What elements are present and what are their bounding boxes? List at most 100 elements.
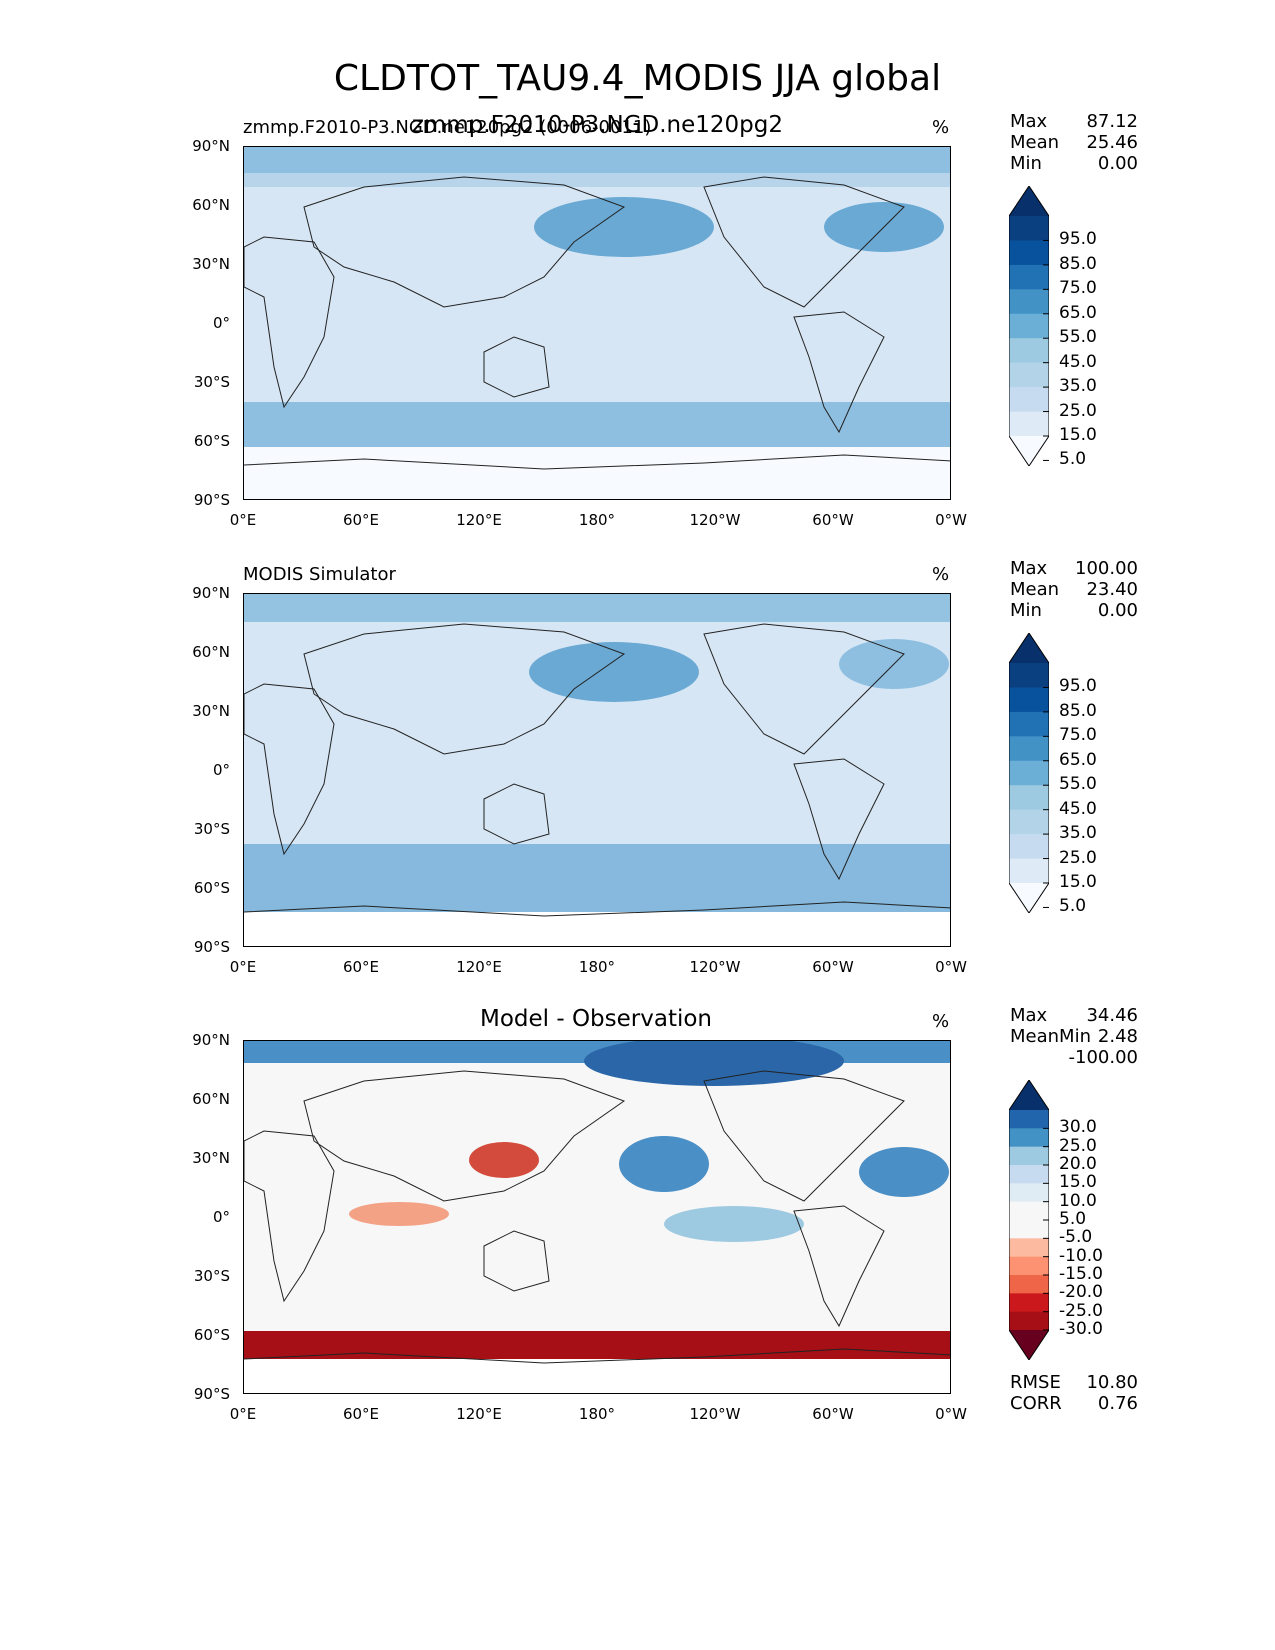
colorbar-segment xyxy=(1009,760,1049,786)
panel3-xtick-4: 180° xyxy=(578,1405,616,1423)
colorbar-segment xyxy=(1009,687,1049,713)
colorbar-extend-bottom xyxy=(1009,436,1049,466)
panel3-stats: Max 34.46 Mean 2.48 Min -100.00 xyxy=(1010,1005,1138,1068)
panel1-ytick-4: 0° xyxy=(212,314,230,332)
colorbar-segment xyxy=(1009,240,1049,266)
colorbar-segment xyxy=(1009,362,1049,388)
panel3-map-field xyxy=(244,1041,950,1393)
colorbar-segment xyxy=(1009,387,1049,413)
panel3-ytick-4: 0° xyxy=(212,1208,230,1226)
colorbar-tick-label: 35.0 xyxy=(1059,823,1097,844)
colorbar-segment xyxy=(1009,663,1049,688)
colorbar-tick-label: 75.0 xyxy=(1059,278,1097,299)
colorbar-segment xyxy=(1009,1238,1049,1258)
colorbar-segment xyxy=(1009,313,1049,339)
colorbar-segment xyxy=(1009,1183,1049,1203)
panel3-units: % xyxy=(932,1011,950,1032)
panel2-units: % xyxy=(932,564,950,585)
colorbar-tick-label: 25.0 xyxy=(1059,1135,1097,1156)
colorbar-segment xyxy=(1009,411,1049,437)
panel3-ytick-2: 60°N xyxy=(192,1090,230,1108)
colorbar-segment xyxy=(1009,711,1049,737)
panel1-ytick-5: 30°S xyxy=(193,373,230,391)
panel3-xtick-6: 60°W xyxy=(812,1405,854,1423)
colorbar-tick-label: 5.0 xyxy=(1059,896,1087,917)
panel2-ytick-7: 90°S xyxy=(193,938,230,956)
colorbar-tick-label: 35.0 xyxy=(1059,376,1097,397)
colorbar-tick-label: 30.0 xyxy=(1059,1117,1097,1138)
panel3-extra-stats: RMSE 10.80 CORR 0.76 xyxy=(1010,1372,1138,1414)
colorbar-tick-label: 45.0 xyxy=(1059,798,1097,819)
panel2-xtick-7: 0°W xyxy=(935,958,967,976)
colorbar-tick-label: -25.0 xyxy=(1059,1300,1103,1321)
colorbar-tick-label: 95.0 xyxy=(1059,676,1097,697)
colorbar-segment xyxy=(1009,264,1049,290)
colorbar-segment xyxy=(1009,858,1049,884)
colorbar-segment xyxy=(1009,1293,1049,1313)
panel3-xtick-2: 60°E xyxy=(342,1405,380,1423)
panel1-units: % xyxy=(932,117,950,138)
colorbar-tick-label: -30.0 xyxy=(1059,1319,1103,1339)
colorbar-tick-label: 65.0 xyxy=(1059,749,1097,770)
colorbar-segment xyxy=(1009,1220,1049,1239)
colorbar-segment xyxy=(1009,1311,1049,1331)
colorbar-segment xyxy=(1009,809,1049,835)
panel3-xtick-7: 0°W xyxy=(935,1405,967,1423)
colorbar-tick-label: 55.0 xyxy=(1059,327,1097,348)
panel1-ytick-2: 60°N xyxy=(192,196,230,214)
panel1-xtick-1: 0°E xyxy=(229,511,257,529)
colorbar-tick-label: 15.0 xyxy=(1059,425,1097,445)
panel1-xtick-6: 60°W xyxy=(812,511,854,529)
colorbar-graphic xyxy=(1008,185,1050,467)
panel3-xtick-1: 0°E xyxy=(229,1405,257,1423)
panel2-xtick-1: 0°E xyxy=(229,958,257,976)
panel2-ytick-2: 60°N xyxy=(192,643,230,661)
panel3-ytick-7: 90°S xyxy=(193,1385,230,1403)
panel2-ytick-5: 30°S xyxy=(193,820,230,838)
colorbar-segment xyxy=(1009,785,1049,811)
panel1-ytick-1: 90°N xyxy=(192,137,230,155)
panel1-ytick-3: 30°N xyxy=(192,255,230,273)
colorbar-segment xyxy=(1009,1256,1049,1276)
panel2-xtick-4: 180° xyxy=(578,958,616,976)
colorbar-extend-bottom xyxy=(1009,1330,1049,1360)
colorbar-segment xyxy=(1009,1110,1049,1129)
panel3-colorbar: 30.0 25.0 20.0 15.0 10.0 5.0 -5.0 -10.0 -15.0 -20… xyxy=(1008,1079,1103,1361)
colorbar-tick-label: 85.0 xyxy=(1059,253,1097,274)
colorbar-segment xyxy=(1009,1275,1049,1294)
colorbar-graphic xyxy=(1008,632,1050,914)
colorbar-graphic xyxy=(1008,1079,1050,1361)
colorbar-tick-label: -15.0 xyxy=(1059,1264,1103,1284)
colorbar-tick-label: 85.0 xyxy=(1059,700,1097,721)
panel3-ytick-1: 90°N xyxy=(192,1031,230,1049)
colorbar-segment xyxy=(1009,834,1049,860)
colorbar-tick-label: 95.0 xyxy=(1059,229,1097,250)
colorbar-tick-label: 15.0 xyxy=(1059,1172,1097,1193)
panel3-map xyxy=(243,1040,951,1394)
panel1-ytick-6: 60°S xyxy=(193,432,230,450)
colorbar-segment xyxy=(1009,1146,1049,1166)
colorbar-tick-label: 75.0 xyxy=(1059,725,1097,746)
panel1-title-left: zmmp.F2010-P3.NGD.ne120pg2 (0006-0011) xyxy=(243,117,652,138)
panel1-xtick-7: 0°W xyxy=(935,511,967,529)
panel1-xtick-5: 120°W xyxy=(689,511,741,529)
panel1-map xyxy=(243,146,951,500)
colorbar-segment xyxy=(1009,736,1049,762)
colorbar-segment xyxy=(1009,289,1049,315)
panel1-xtick-4: 180° xyxy=(578,511,616,529)
colorbar-extend-top xyxy=(1009,1080,1049,1110)
panel2-map xyxy=(243,593,951,947)
panel2-ytick-4: 0° xyxy=(212,761,230,779)
panel2-ytick-3: 30°N xyxy=(192,702,230,720)
panel3-xtick-5: 120°W xyxy=(689,1405,741,1423)
colorbar-tick-label: 10.0 xyxy=(1059,1190,1097,1211)
panel1-map-field xyxy=(244,147,950,499)
colorbar-extend-bottom xyxy=(1009,883,1049,913)
panel3-ytick-3: 30°N xyxy=(192,1149,230,1167)
panel2-xtick-6: 60°W xyxy=(812,958,854,976)
colorbar-tick-label: 15.0 xyxy=(1059,872,1097,892)
panel2-title-left: MODIS Simulator xyxy=(243,564,396,585)
colorbar-tick-label: -20.0 xyxy=(1059,1282,1103,1303)
colorbar-segment xyxy=(1009,1165,1049,1184)
panel2-xtick-5: 120°W xyxy=(689,958,741,976)
